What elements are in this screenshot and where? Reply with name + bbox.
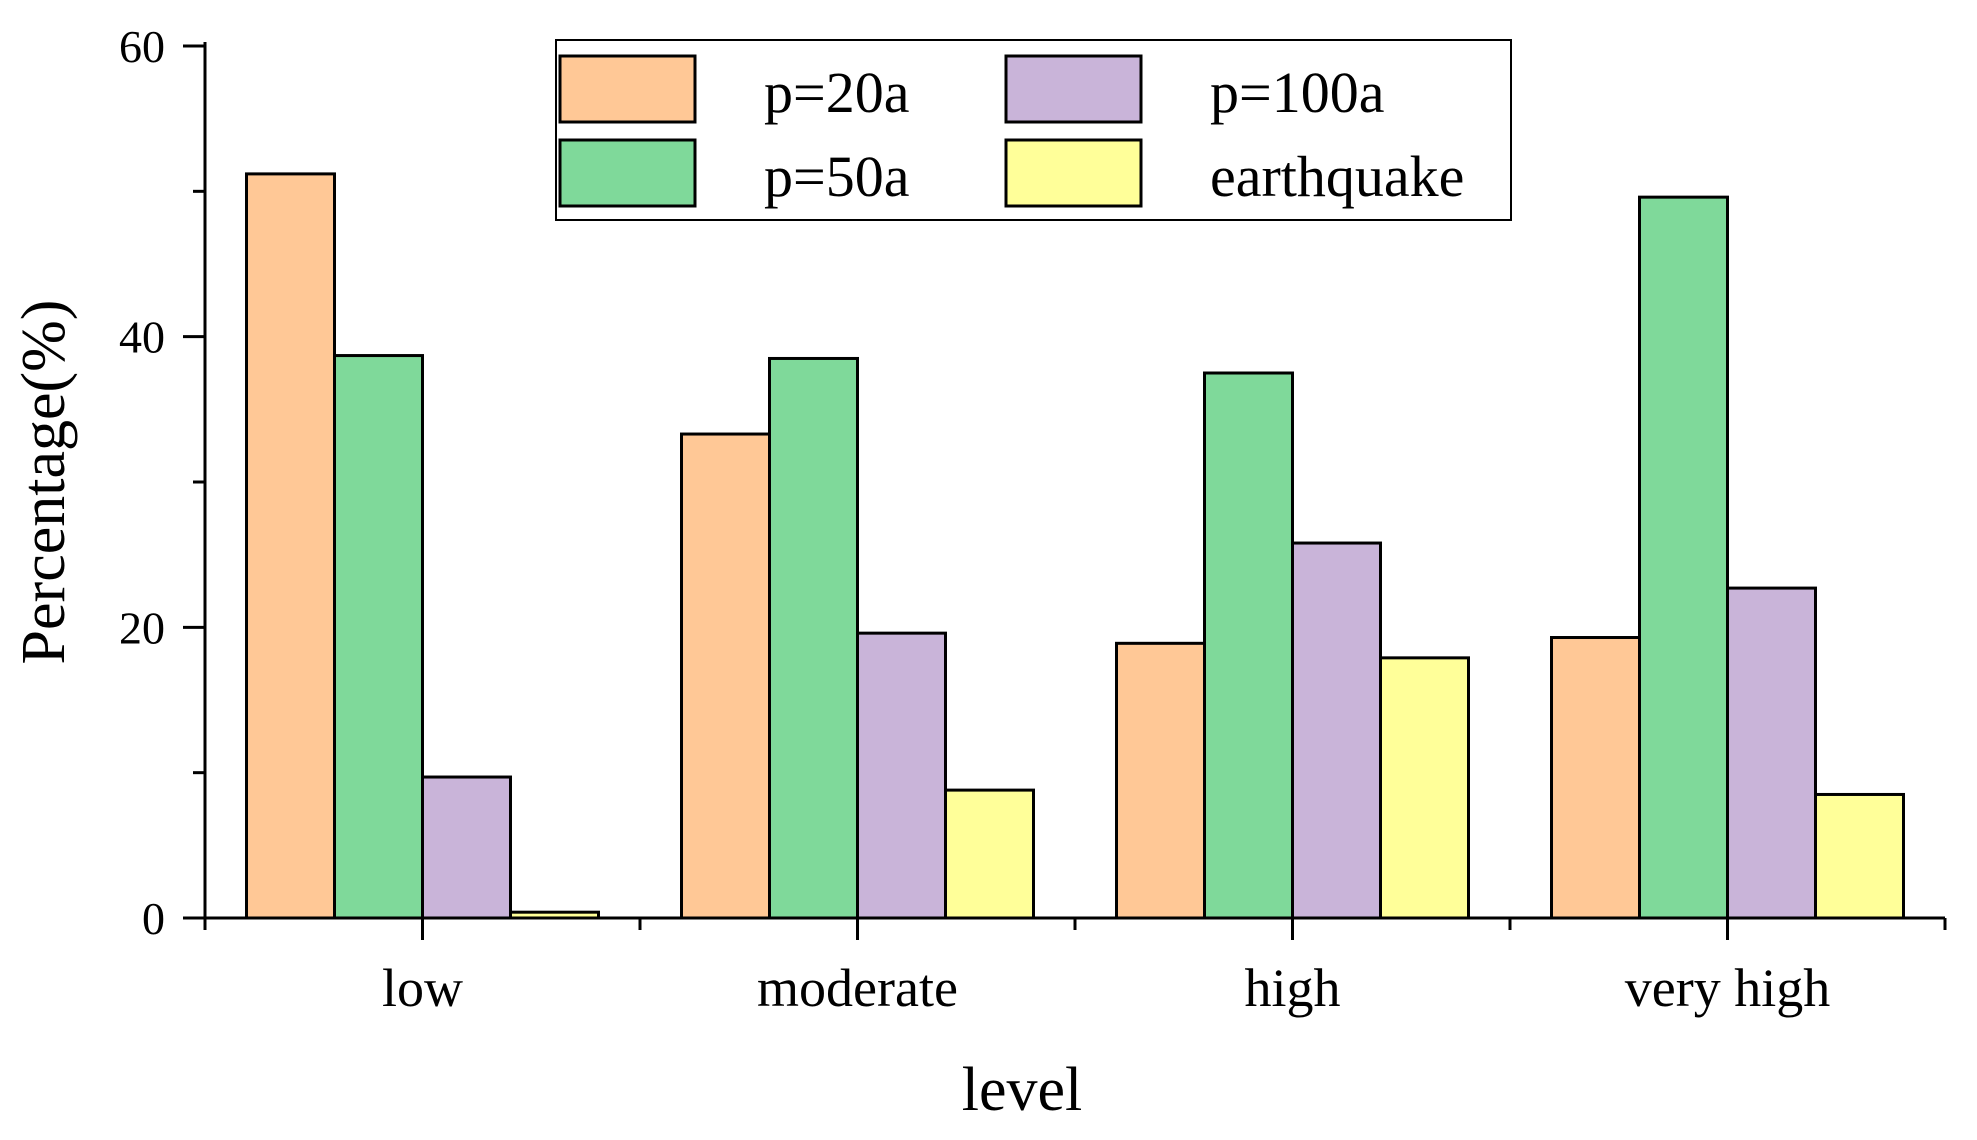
legend-swatch-p-50a xyxy=(558,138,697,208)
legend-swatch-p-100a xyxy=(1004,54,1143,124)
legend-swatch-p-20a xyxy=(558,54,697,124)
x-tick-label-high: high xyxy=(1244,958,1340,1018)
bar-p-20a-low xyxy=(245,172,336,920)
y-axis-title: Percentage(%) xyxy=(10,300,78,665)
bars-layer xyxy=(245,172,1905,920)
bar-p-50a-high xyxy=(1203,371,1294,920)
legend-label-earthquake: earthquake xyxy=(1210,144,1464,209)
x-tick-label-very-high: very high xyxy=(1625,958,1830,1018)
bar-p-50a-very-high xyxy=(1638,195,1729,920)
bar-p-20a-moderate xyxy=(680,432,771,920)
bar-p-20a-very-high xyxy=(1550,636,1641,920)
bar-p-100a-very-high xyxy=(1726,586,1817,920)
legend: p=20a p=50a p=100a earthquake xyxy=(555,39,1512,221)
legend-label-p-100a: p=100a xyxy=(1210,60,1384,125)
y-tick-label: 40 xyxy=(119,312,165,363)
bar-earthquake-high xyxy=(1379,656,1470,920)
axes-layer: 0 20 40 60 low moderate high very high xyxy=(119,21,1947,1018)
bar-p-100a-low xyxy=(421,775,512,920)
y-tick-label: 20 xyxy=(119,602,165,653)
bar-p-20a-high xyxy=(1115,641,1206,920)
legend-swatch-earthquake xyxy=(1004,138,1143,208)
bar-earthquake-very-high xyxy=(1814,792,1905,920)
bar-p-100a-high xyxy=(1291,541,1382,920)
bar-p-100a-moderate xyxy=(856,631,947,920)
x-axis-title: level xyxy=(962,1056,1083,1124)
x-tick-label-moderate: moderate xyxy=(757,958,958,1018)
legend-label-p-50a: p=50a xyxy=(764,144,909,209)
x-tick-label-low: low xyxy=(382,958,463,1018)
bar-p-50a-low xyxy=(333,354,424,920)
bar-p-50a-moderate xyxy=(768,356,859,920)
legend-label-p-20a: p=20a xyxy=(764,60,909,125)
y-tick-label: 60 xyxy=(119,21,165,72)
y-tick-label: 0 xyxy=(142,893,165,944)
bar-earthquake-moderate xyxy=(944,788,1035,920)
